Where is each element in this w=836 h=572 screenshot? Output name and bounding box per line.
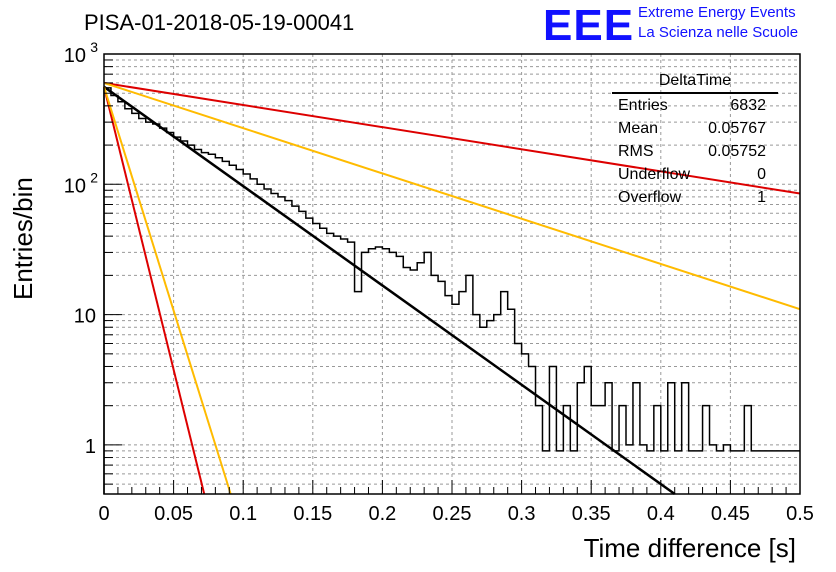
axis-ticks [103,59,801,494]
stats-value: 0 [757,166,766,183]
stats-label: Overflow [618,189,682,206]
logo-tagline-line1: Extreme Energy Events [638,4,796,21]
y-tick-label: 1 [85,436,96,458]
fit-curve-3 [103,81,801,311]
stats-row-entries: Entries 6832 [612,94,778,117]
stats-row-underflow: Underflow 0 [612,163,778,186]
tick-labels: 0 0.05 0.1 0.15 0.2 0.25 0.3 0.35 0.4 0.45 0.51101… [64,39,814,525]
x-tick-label: 0.1 [229,503,257,525]
stats-label: Entries [618,97,668,114]
y-axis-label: Entries/bin [8,177,38,300]
stats-row-mean: Mean 0.05767 [612,117,778,140]
histogram-step [103,87,800,494]
y-tick-exponent: 2 [90,169,98,185]
logo-tagline-line2: La Scienza nelle Scuole [638,24,799,41]
y-tick-exponent: 3 [90,39,98,55]
y-tick-label: 10 [74,306,96,328]
x-tick-label: 0.25 [433,503,472,525]
y-tick-label: 10 [64,45,86,67]
fit-curve-5 [103,86,232,495]
x-tick-label: 0.35 [572,503,611,525]
x-tick-label: 0.15 [293,503,332,525]
x-axis-label: Time difference [s] [584,533,796,563]
histogram-layer [103,87,800,494]
run-title: PISA-01-2018-05-19-00041 [84,10,355,35]
stats-box-title: DeltaTime [612,70,778,94]
fit-curves-layer [103,81,801,496]
stats-value: 0.05767 [708,120,766,137]
stats-value: 1 [757,189,766,206]
stats-value: 0.05752 [708,143,766,160]
x-tick-label: 0 [98,503,109,525]
stats-value: 6832 [730,97,766,114]
x-tick-label: 0.45 [711,503,750,525]
stats-label: Underflow [618,166,691,183]
stats-label: RMS [618,143,654,160]
eee-logo: EEE [543,1,635,50]
stats-box: DeltaTime Entries 6832 Mean 0.05767 RMS … [612,70,778,209]
fit-curve-2 [103,81,801,195]
y-tick-label: 10 [64,175,86,197]
x-tick-label: 0.5 [786,503,814,525]
x-tick-label: 0.05 [154,503,193,525]
stats-label: Mean [618,120,659,137]
x-tick-label: 0.4 [647,503,675,525]
stats-row-overflow: Overflow 1 [612,186,778,209]
stats-row-rms: RMS 0.05752 [612,140,778,163]
fit-curve-1 [103,85,676,496]
x-tick-label: 0.2 [368,503,396,525]
x-tick-label: 0.3 [508,503,536,525]
fit-curve-4 [103,86,206,495]
